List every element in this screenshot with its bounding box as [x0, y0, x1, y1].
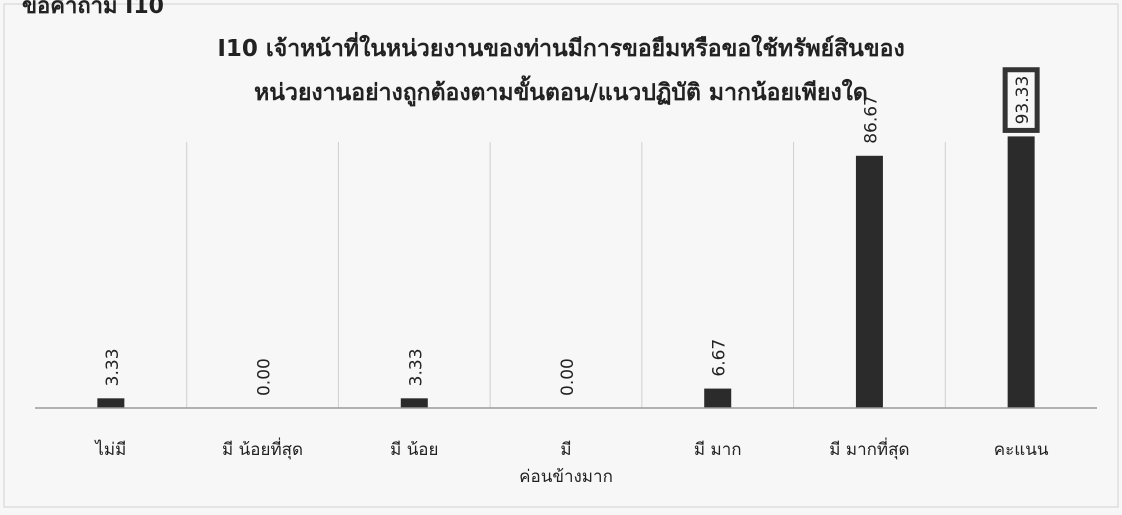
page-heading: ข้อคำถาม I10: [22, 0, 164, 19]
bar: [704, 388, 732, 408]
category-label: คะแนน: [994, 440, 1049, 460]
data-label: 3.33: [103, 348, 123, 386]
bar: [97, 398, 125, 408]
category-label: ค่อนข้างมาก: [519, 467, 613, 487]
data-label: 93.33: [1013, 76, 1033, 125]
category-label: มี มากที่สุด: [829, 437, 909, 460]
chart-title-line: หน่วยงานอย่างถูกต้องตามขั้นตอน/แนวปฏิบัต…: [254, 75, 868, 107]
data-label: 0.00: [558, 358, 578, 396]
category-label: มี น้อย: [390, 440, 438, 460]
chart-title-line: I10 เจ้าหน้าที่ในหน่วยงานของท่านมีการขอย…: [217, 31, 904, 62]
data-label: 3.33: [406, 348, 426, 386]
category-label: ไม่มี: [93, 439, 126, 460]
data-label: 6.67: [710, 339, 730, 377]
bar: [855, 155, 883, 408]
category-label: มี น้อยที่สุด: [222, 437, 303, 460]
data-label: 86.67: [861, 95, 881, 144]
highlight-box: [1002, 67, 1040, 133]
bar: [1007, 136, 1035, 408]
data-label: 0.00: [255, 358, 275, 396]
category-label: มี: [560, 440, 571, 460]
chart-frame: [3, 3, 1119, 508]
bar: [400, 398, 428, 408]
category-label: มี มาก: [694, 440, 742, 460]
